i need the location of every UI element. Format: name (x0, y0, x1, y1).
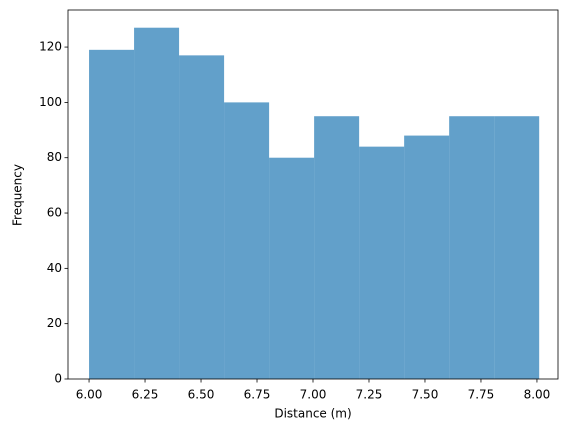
x-tick-label: 6.25 (132, 388, 159, 402)
y-axis-label: Frequency (11, 164, 25, 226)
bar (494, 116, 540, 380)
x-axis-label: Distance (m) (274, 407, 351, 421)
y-tick-label: 20 (47, 316, 62, 330)
bar (269, 157, 315, 379)
y-tick-label: 80 (47, 150, 62, 164)
bar (134, 27, 180, 379)
y-tick-label: 100 (39, 95, 62, 109)
x-tick-label: 7.25 (356, 388, 383, 402)
x-tick-label: 6.00 (76, 388, 103, 402)
bar (404, 135, 450, 379)
bar (179, 55, 225, 379)
y-tick-label: 0 (54, 372, 62, 386)
x-tick-label: 7.00 (300, 388, 327, 402)
y-tick-label: 40 (47, 261, 62, 275)
bar (449, 116, 495, 380)
y-tick-label: 60 (47, 206, 62, 220)
y-tick-label: 120 (39, 40, 62, 54)
bar (224, 102, 270, 379)
bar (359, 146, 405, 379)
x-tick-label: 7.75 (468, 388, 495, 402)
bar (314, 116, 360, 380)
bar (89, 49, 135, 379)
x-tick-label: 6.50 (188, 388, 215, 402)
x-tick-label: 6.75 (244, 388, 271, 402)
x-tick-label: 7.50 (412, 388, 439, 402)
x-tick-label: 8.00 (524, 388, 551, 402)
